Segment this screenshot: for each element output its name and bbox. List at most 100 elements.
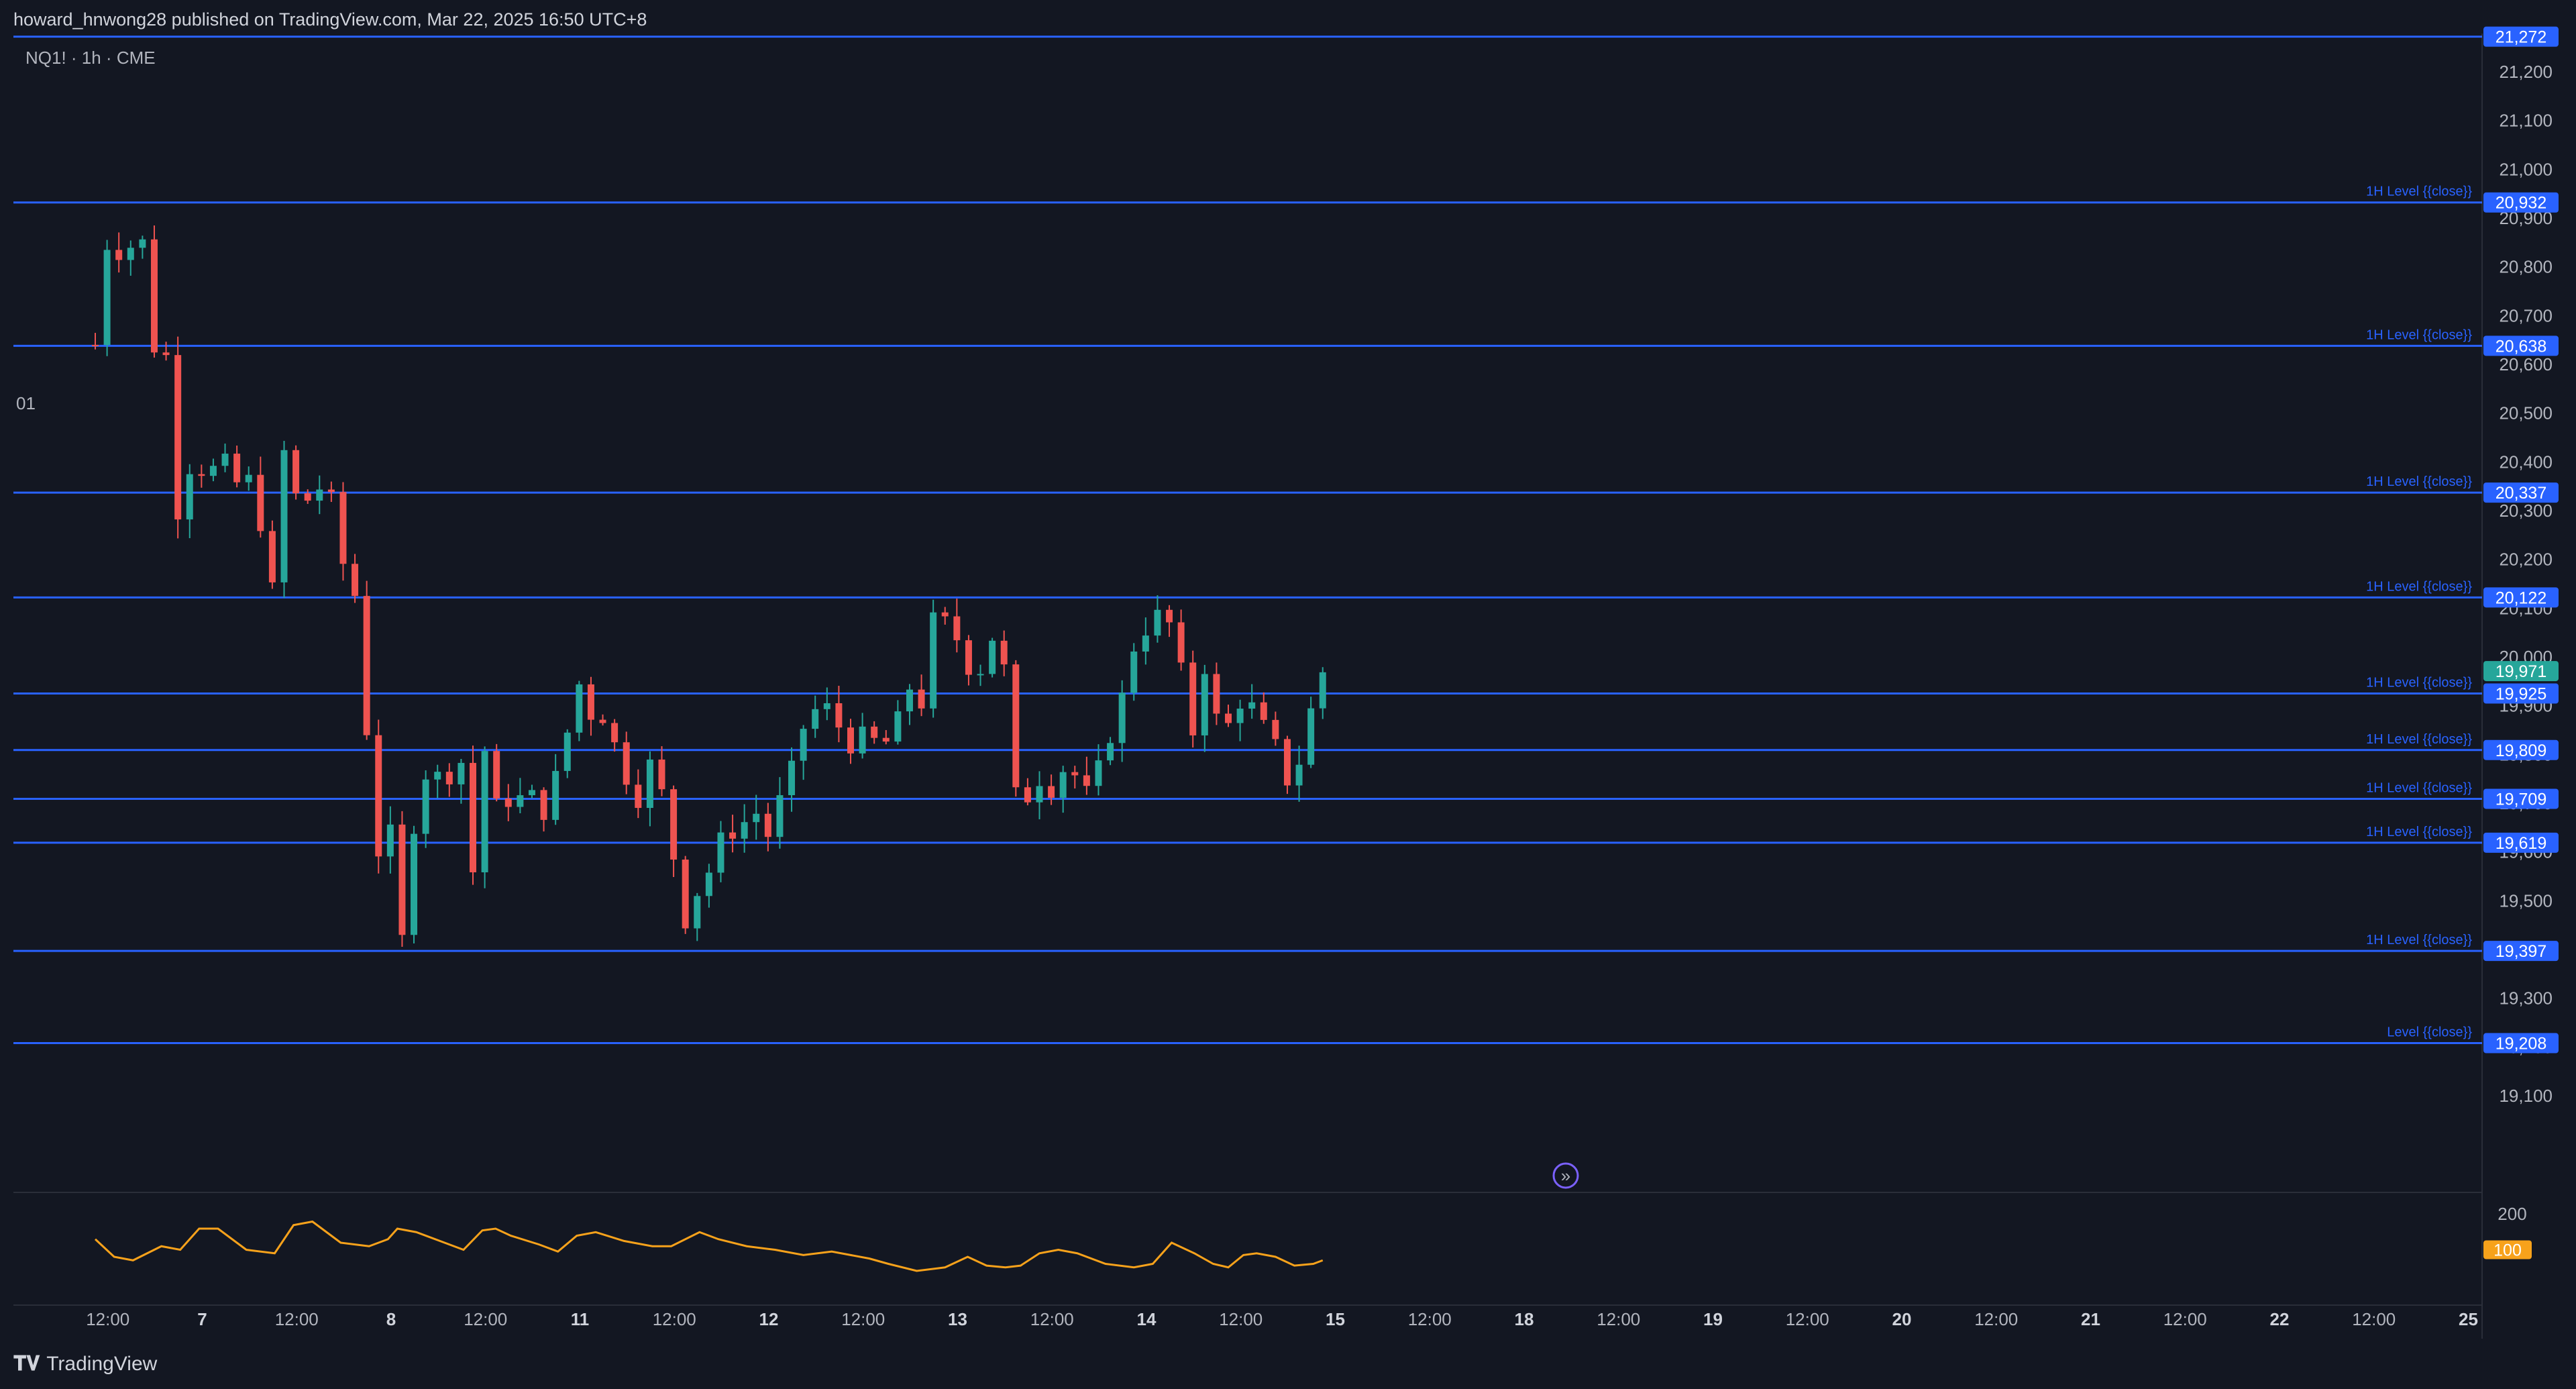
candle-body [139,239,146,248]
level-badge-label: 19,208 [2496,1035,2546,1053]
candle-body [1012,664,1020,788]
time-tick-label: 11 [571,1309,590,1329]
candle-body [504,799,512,807]
candle-body [422,779,429,834]
candle-body [1000,640,1008,665]
candle-body [386,824,394,857]
candle-body [552,770,559,820]
candle-body [1225,713,1232,723]
time-tick-label: 13 [948,1309,967,1329]
candle-body [1248,702,1256,709]
replay-icon[interactable] [1552,1162,1579,1189]
candle-body [918,689,925,709]
candle-body [150,239,158,353]
candle-body [233,454,241,482]
candle-body [977,674,984,676]
candle-body [1059,772,1067,798]
candle-body [257,474,264,531]
candle-body [1166,609,1173,623]
candle-body [209,466,217,476]
time-tick-label: 12:00 [464,1309,507,1329]
level-badge-label: 20,337 [2496,484,2546,503]
candle-body [398,824,406,935]
candle-body [753,813,760,823]
candle-body [327,489,335,493]
candle-body [635,784,642,809]
candle-body [481,751,488,873]
candle-body [1189,662,1197,735]
candle-body [1201,674,1208,735]
level-badge-label: 19,709 [2496,790,2546,809]
level-badge [2483,941,2559,962]
candle-body [1307,708,1315,765]
left-edge-label: 01 [16,393,36,413]
publish-info: howard_hnwong28 published on TradingView… [13,9,647,30]
candle-body [493,751,500,799]
price-tick-label: 21,000 [2499,159,2553,179]
time-tick-label: 22 [2270,1309,2290,1329]
candle-body [953,616,961,641]
level-caption: 1H Level {{close}} [2366,732,2472,747]
oscillator-badge [2483,1240,2532,1259]
level-badge-label: 19,397 [2496,942,2546,961]
time-tick-label: 25 [2459,1309,2478,1329]
candle-body [847,727,854,754]
candle-body [670,789,678,860]
last-price-label: 19,971 [2496,662,2546,681]
candle-body [882,737,890,742]
time-tick-label: 7 [197,1309,207,1329]
candle-body [812,709,819,729]
level-caption: 1H Level {{close}} [2366,676,2472,690]
candle-body [1319,672,1326,709]
time-tick-label: 12:00 [86,1309,129,1329]
candle-body [587,684,594,720]
candle-body [245,474,252,482]
tradingview-brand[interactable]: 𝐓𝐕 TradingView [13,1353,157,1376]
level-badge-label: 20,122 [2496,588,2546,607]
level-caption: 1H Level {{close}} [2366,579,2472,594]
price-tick-label: 19,100 [2499,1086,2553,1106]
level-badge [2483,739,2559,760]
candle-body [268,531,276,582]
level-caption: 1H Level {{close}} [2366,825,2472,839]
candle-body [458,762,465,784]
publish-header: howard_hnwong28 published on TradingView… [0,0,2576,42]
replay-icon-glyph: » [1561,1166,1570,1186]
candle-body [906,689,913,712]
candle-body [316,489,323,501]
candle-body [930,612,937,709]
tv-logo-icon: 𝐓𝐕 [13,1353,40,1375]
level-badge-label: 19,809 [2496,741,2546,760]
candle-body [658,759,665,790]
time-tick-label: 12:00 [653,1309,696,1329]
level-badge [2483,192,2559,213]
level-caption: Level {{close}} [2387,1025,2472,1040]
candle-body [741,822,748,839]
price-tick-label: 19,300 [2499,988,2553,1009]
candle-body [411,833,418,935]
candle-body [198,474,205,476]
level-badge [2483,26,2559,47]
time-tick-label: 12:00 [2163,1309,2207,1329]
candle-body [576,684,583,733]
candle-body [1118,692,1126,743]
candle-body [599,719,606,723]
time-tick-label: 15 [1326,1309,1345,1329]
price-tick-label: 20,800 [2499,257,2553,277]
oscillator-tick: 200 [2498,1204,2526,1224]
candle-body [127,248,134,260]
candle-body [835,703,843,728]
time-tick-label: 19 [1703,1309,1723,1329]
candle-body [564,732,571,771]
candle-body [764,813,771,837]
level-badge [2483,587,2559,608]
candle-body [1272,719,1279,739]
price-tick-label: 20,400 [2499,452,2553,472]
time-tick-label: 20 [1892,1309,1912,1329]
price-tick-label: 20,300 [2499,501,2553,521]
candle-body [363,596,370,735]
oscillator-badge-label: 100 [2493,1241,2522,1260]
candle-body [823,703,830,709]
symbol-label: NQ1! · 1h · CME [25,48,156,68]
